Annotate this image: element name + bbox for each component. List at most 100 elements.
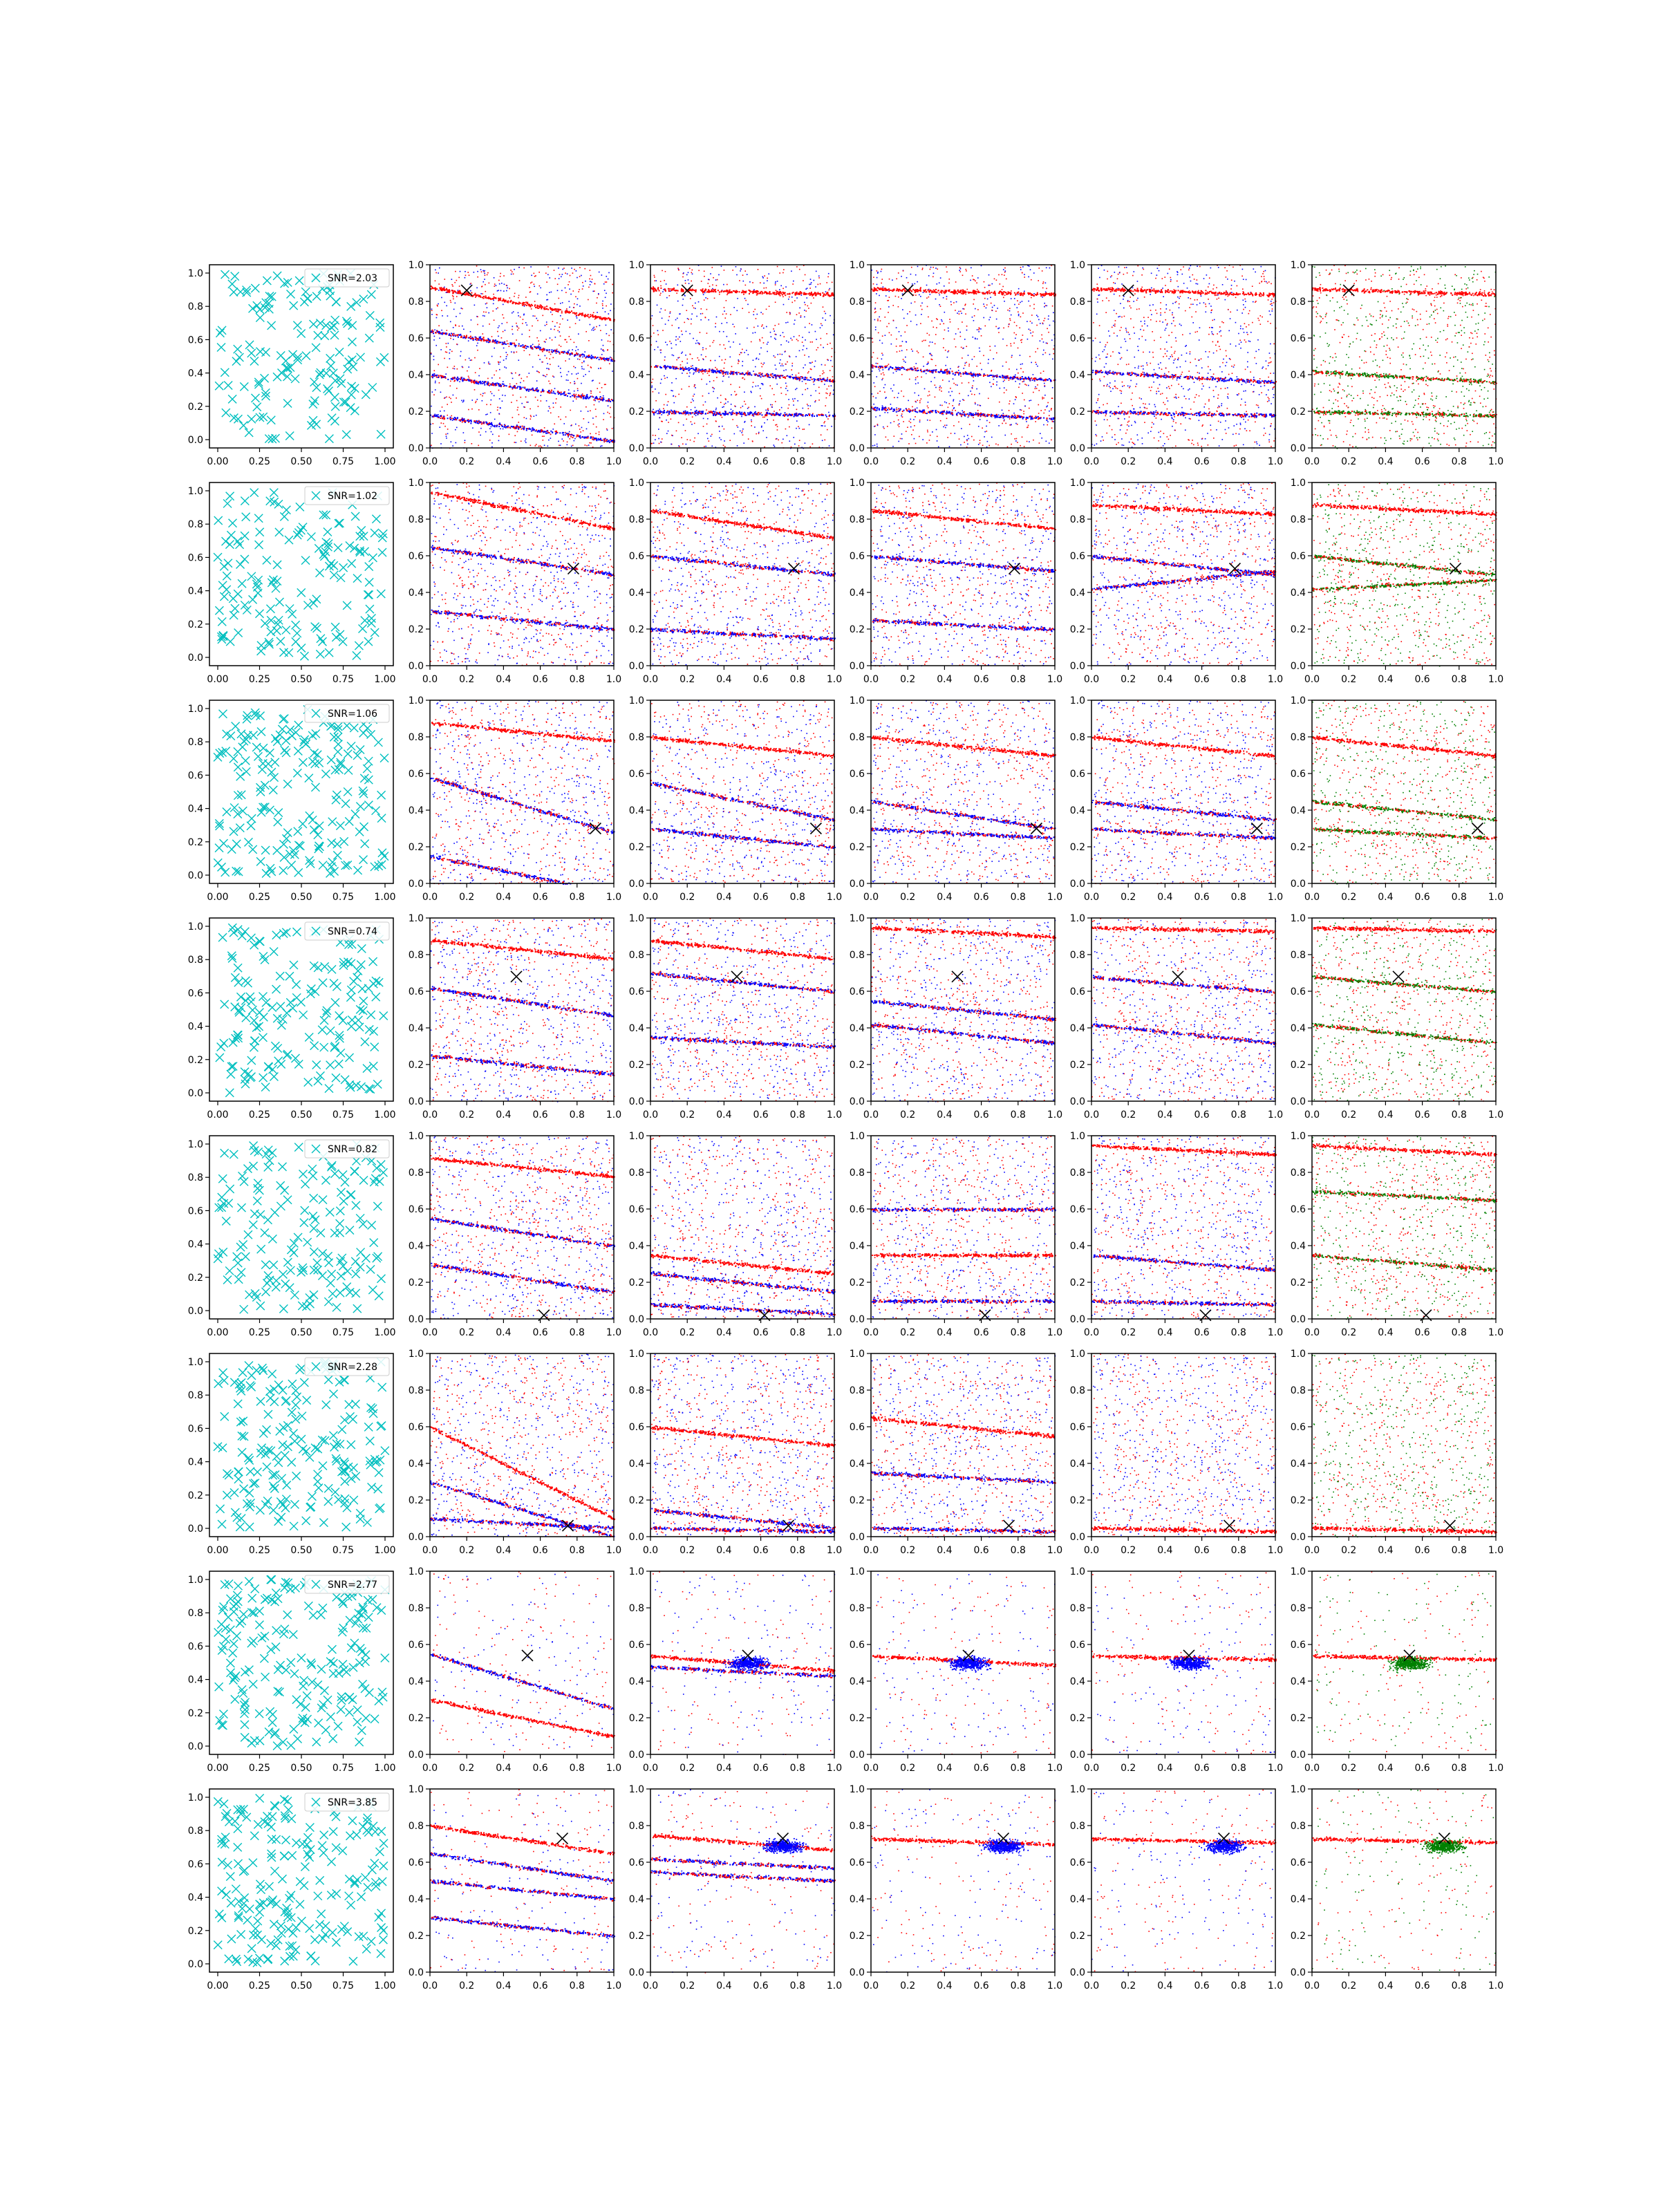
noise-point bbox=[659, 443, 660, 444]
noise-point bbox=[708, 283, 709, 284]
noise-point bbox=[482, 400, 483, 402]
noise-point bbox=[770, 332, 771, 333]
band-point bbox=[525, 304, 526, 306]
noise-point bbox=[453, 395, 454, 396]
noise-point bbox=[545, 325, 546, 326]
band-point bbox=[440, 375, 442, 376]
noise-point bbox=[694, 384, 695, 386]
band-point bbox=[507, 343, 509, 344]
band-point bbox=[525, 348, 527, 349]
noise-point bbox=[742, 429, 744, 430]
noise-point bbox=[686, 373, 688, 374]
noise-point bbox=[775, 339, 776, 340]
band-point bbox=[812, 295, 813, 297]
noise-point bbox=[673, 355, 675, 357]
noise-point bbox=[831, 426, 832, 427]
noise-point bbox=[666, 404, 668, 406]
noise-point bbox=[657, 330, 659, 332]
noise-point bbox=[543, 440, 544, 441]
noise-point bbox=[530, 416, 532, 418]
noise-point bbox=[509, 384, 511, 385]
noise-point bbox=[691, 319, 692, 320]
noise-point bbox=[774, 444, 775, 446]
noise-point bbox=[786, 375, 787, 377]
band-point bbox=[514, 343, 515, 344]
noise-point bbox=[487, 274, 488, 276]
band-point bbox=[776, 294, 777, 295]
band-point bbox=[600, 399, 601, 400]
noise-point bbox=[546, 368, 547, 369]
band-point bbox=[820, 378, 821, 379]
noise-point bbox=[812, 341, 813, 343]
band-point bbox=[494, 384, 495, 386]
band-point bbox=[546, 308, 547, 310]
cross-point bbox=[256, 314, 264, 322]
noise-point bbox=[608, 405, 609, 406]
band-point bbox=[792, 377, 794, 378]
noise-point bbox=[704, 271, 705, 272]
band-point bbox=[665, 290, 666, 291]
band-point bbox=[609, 442, 610, 443]
noise-point bbox=[811, 369, 812, 371]
band-point bbox=[541, 305, 542, 306]
band-point bbox=[795, 377, 796, 379]
noise-point bbox=[659, 312, 661, 313]
noise-point bbox=[686, 419, 687, 420]
noise-point bbox=[788, 341, 789, 343]
noise-point bbox=[715, 279, 717, 281]
noise-point bbox=[603, 345, 604, 346]
band-point bbox=[593, 400, 594, 401]
noise-point bbox=[544, 444, 545, 446]
band-point bbox=[442, 290, 443, 291]
band-point bbox=[818, 379, 820, 381]
noise-point bbox=[706, 348, 707, 350]
band-point bbox=[711, 289, 713, 290]
noise-point bbox=[431, 314, 433, 315]
band-point bbox=[782, 292, 784, 293]
noise-point bbox=[737, 445, 738, 447]
band-point bbox=[549, 351, 550, 353]
noise-point bbox=[798, 335, 800, 337]
band-point bbox=[684, 368, 685, 370]
noise-point bbox=[774, 325, 776, 326]
noise-point bbox=[767, 280, 768, 281]
noise-point bbox=[742, 349, 743, 350]
noise-point bbox=[722, 381, 724, 382]
noise-point bbox=[543, 375, 544, 376]
noise-point bbox=[821, 325, 823, 326]
noise-point bbox=[810, 395, 812, 396]
band-point bbox=[742, 373, 743, 374]
noise-point bbox=[590, 442, 592, 444]
cross-point bbox=[283, 278, 292, 286]
noise-point bbox=[830, 360, 832, 362]
band-point bbox=[594, 315, 596, 317]
noise-point bbox=[799, 350, 800, 352]
noise-point bbox=[666, 420, 667, 421]
noise-point bbox=[653, 409, 654, 411]
noise-point bbox=[796, 428, 797, 429]
band-point bbox=[463, 377, 465, 379]
noise-point bbox=[431, 353, 432, 355]
noise-point bbox=[599, 392, 601, 393]
noise-point bbox=[700, 319, 702, 321]
noise-point bbox=[439, 427, 440, 428]
noise-point bbox=[767, 419, 768, 420]
band-point bbox=[455, 419, 456, 420]
band-point bbox=[702, 292, 704, 293]
band-point bbox=[433, 375, 435, 376]
noise-point bbox=[505, 358, 507, 359]
noise-point bbox=[736, 425, 738, 427]
noise-point bbox=[698, 301, 700, 303]
band-point bbox=[467, 292, 469, 294]
noise-point bbox=[472, 427, 474, 429]
band-point bbox=[590, 357, 592, 359]
noise-point bbox=[799, 308, 800, 309]
noise-point bbox=[492, 310, 494, 312]
band-point bbox=[600, 396, 601, 397]
noise-point bbox=[488, 363, 489, 364]
noise-point bbox=[715, 326, 716, 328]
noise-point bbox=[804, 355, 805, 356]
noise-point bbox=[485, 284, 486, 285]
noise-point bbox=[756, 433, 757, 435]
noise-point bbox=[529, 336, 530, 337]
